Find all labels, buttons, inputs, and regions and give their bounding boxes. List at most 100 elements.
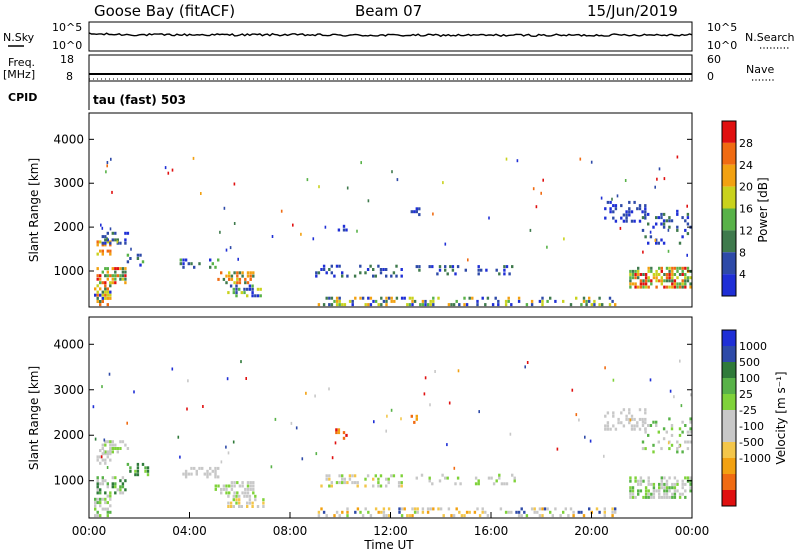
scatter-cell <box>658 495 661 499</box>
scatter-cell <box>111 231 114 235</box>
scatter-cell <box>346 507 349 511</box>
scatter-cell <box>109 497 112 501</box>
scatter-cell <box>678 433 682 437</box>
scatter-cell <box>524 365 526 369</box>
scatter-cell <box>202 405 204 408</box>
scatter-cell <box>423 392 426 396</box>
scatter-cell <box>676 209 679 213</box>
scatter-cell <box>238 271 242 275</box>
scatter-cell <box>335 428 338 432</box>
colorbar-swatch <box>722 230 736 253</box>
scatter-cell <box>106 240 109 244</box>
scatter-cell <box>633 417 636 421</box>
scatter-cell <box>481 507 484 511</box>
scatter-cell <box>642 282 645 286</box>
scatter-cell <box>655 420 658 424</box>
scatter-cell <box>99 497 102 501</box>
scatter-cell <box>136 257 140 260</box>
scatter-cell <box>652 420 655 424</box>
scatter-cell <box>217 258 220 262</box>
scatter-cell <box>649 235 653 239</box>
scatter-cell <box>503 272 506 276</box>
scatter-cell <box>416 507 419 511</box>
scatter-cell <box>217 475 220 479</box>
scatter-cell <box>504 303 508 307</box>
scatter-cell <box>248 498 252 502</box>
scatter-cell <box>245 377 247 380</box>
scatter-cell <box>536 510 539 514</box>
scatter-cell <box>121 277 125 281</box>
scatter-cell <box>638 204 642 208</box>
scatter-cell <box>671 486 674 490</box>
scatter-cell <box>348 474 352 478</box>
scatter-cell <box>628 200 631 204</box>
scatter-cell <box>634 285 637 289</box>
scatter-cell <box>650 279 653 283</box>
scatter-cell <box>424 299 427 303</box>
scatter-cell <box>406 514 409 518</box>
scatter-cell <box>223 206 226 210</box>
y-tick-label: 1000 <box>53 474 84 488</box>
scatter-cell <box>119 274 122 278</box>
scatter-cell <box>689 276 692 280</box>
scatter-cell <box>222 277 226 281</box>
scatter-cell <box>604 216 607 220</box>
scatter-cell <box>644 489 648 493</box>
scatter-cell <box>525 303 529 307</box>
scatter-cell <box>377 481 380 485</box>
scatter-cell <box>99 482 102 486</box>
scatter-cell <box>636 207 639 211</box>
scatter-cell <box>337 431 341 435</box>
scatter-cell <box>609 427 612 431</box>
scatter-cell <box>647 489 650 493</box>
scatter-cell <box>408 296 412 300</box>
scatter-cell <box>237 257 239 261</box>
scatter-cell <box>411 299 414 303</box>
scatter-cell <box>603 514 606 518</box>
scatter-cell <box>338 514 341 518</box>
scatter-cell <box>612 411 615 415</box>
scatter-cell <box>517 296 521 300</box>
y-tick-label: 2000 <box>53 428 84 442</box>
scatter-cell <box>631 273 635 276</box>
scatter-cell <box>658 486 661 490</box>
scatter-cell <box>631 486 635 490</box>
power-scatter <box>94 155 692 307</box>
scatter-cell <box>225 484 228 488</box>
scatter-cell <box>637 269 640 273</box>
scatter-cell <box>187 379 189 383</box>
scatter-cell <box>119 479 122 483</box>
scatter-cell <box>582 514 586 518</box>
scatter-cell <box>473 510 477 514</box>
scatter-cell <box>101 270 104 274</box>
scatter-cell <box>119 440 122 444</box>
scatter-cell <box>629 276 632 280</box>
scatter-cell <box>660 266 663 270</box>
scatter-cell <box>647 276 650 280</box>
scatter-cell <box>171 168 174 172</box>
scatter-cell <box>652 492 656 496</box>
scatter-cell <box>114 277 117 281</box>
scatter-cell <box>121 491 125 495</box>
scatter-cell <box>665 482 669 486</box>
scatter-cell <box>676 450 679 454</box>
scatter-cell <box>647 212 650 216</box>
scatter-cell <box>633 219 636 223</box>
scatter-cell <box>630 424 634 428</box>
noise-right-label: N.Search <box>745 31 795 44</box>
scatter-cell <box>387 296 391 300</box>
scatter-cell <box>628 210 631 214</box>
scatter-cell <box>251 287 254 291</box>
scatter-cell <box>497 299 500 303</box>
scatter-cell <box>655 424 658 427</box>
scatter-cell <box>220 491 223 495</box>
scatter-cell <box>124 277 127 281</box>
scatter-cell <box>372 477 375 481</box>
scatter-cell <box>235 294 238 298</box>
scatter-cell <box>575 296 578 300</box>
scatter-cell <box>637 489 640 493</box>
scatter-cell <box>673 285 677 289</box>
scatter-cell <box>254 294 257 298</box>
scatter-cell <box>631 269 635 273</box>
scatter-cell <box>670 219 674 223</box>
